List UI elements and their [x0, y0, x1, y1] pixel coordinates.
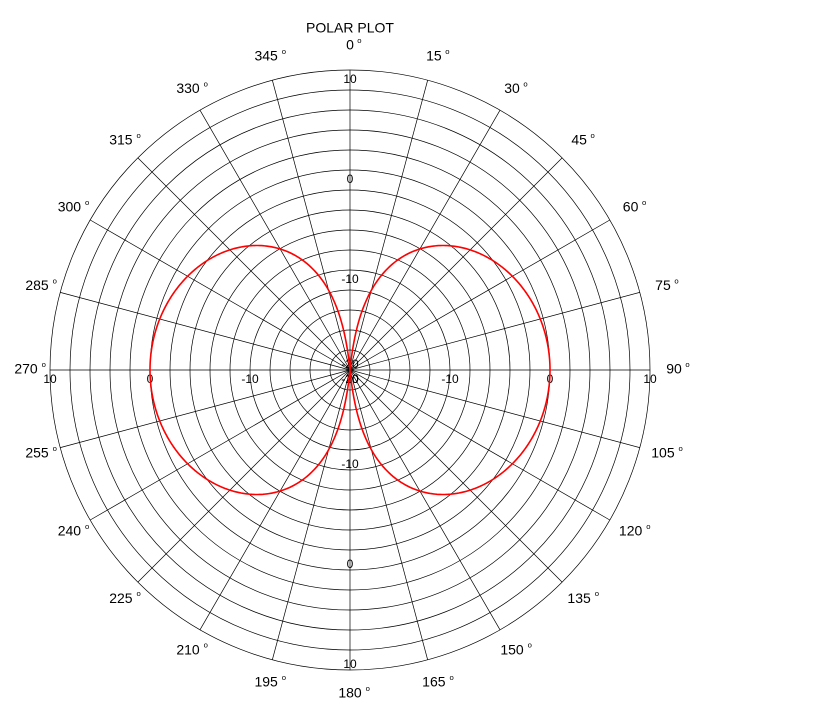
svg-text:o: o: [204, 641, 208, 650]
svg-text:120: 120: [619, 523, 643, 539]
svg-text:o: o: [42, 360, 46, 369]
svg-text:o: o: [85, 522, 89, 531]
svg-text:o: o: [595, 589, 599, 598]
radial-tick-label: -10: [341, 457, 359, 471]
svg-text:105: 105: [651, 445, 675, 461]
radial-tick-label: -10: [441, 372, 459, 386]
svg-text:o: o: [445, 47, 449, 56]
svg-text:330: 330: [176, 80, 200, 96]
svg-text:o: o: [679, 444, 683, 453]
radial-tick-label: 10: [343, 72, 357, 86]
svg-text:255: 255: [25, 445, 49, 461]
svg-text:300: 300: [58, 199, 82, 215]
svg-text:o: o: [591, 131, 595, 140]
radial-tick-label: 10: [343, 657, 357, 671]
svg-text:o: o: [685, 360, 689, 369]
svg-text:315: 315: [109, 132, 133, 148]
svg-text:90: 90: [666, 361, 682, 377]
svg-text:o: o: [449, 673, 453, 682]
svg-text:240: 240: [58, 523, 82, 539]
radial-tick-label: 0: [347, 557, 354, 571]
svg-text:225: 225: [109, 590, 133, 606]
chart-title: POLAR PLOT: [306, 19, 394, 35]
svg-text:o: o: [53, 444, 57, 453]
svg-text:135: 135: [567, 590, 591, 606]
svg-text:o: o: [642, 198, 646, 207]
svg-text:o: o: [523, 80, 527, 89]
svg-text:o: o: [53, 276, 57, 285]
svg-text:150: 150: [500, 641, 524, 657]
svg-text:0: 0: [346, 37, 354, 53]
svg-text:180: 180: [338, 685, 362, 701]
radial-tick-label: 0: [347, 172, 354, 186]
svg-text:o: o: [528, 641, 532, 650]
svg-text:270: 270: [14, 361, 38, 377]
radial-tick-label: -10: [241, 372, 259, 386]
svg-text:o: o: [366, 684, 370, 693]
svg-text:o: o: [282, 47, 286, 56]
svg-text:285: 285: [25, 277, 49, 293]
svg-text:165: 165: [422, 674, 446, 690]
svg-text:15: 15: [426, 48, 442, 64]
svg-text:o: o: [674, 276, 678, 285]
svg-text:o: o: [646, 522, 650, 531]
svg-text:30: 30: [504, 80, 520, 96]
polar-plot: 0o15o30o45o60o75o90o105o120o135o150o165o…: [0, 0, 840, 707]
svg-text:o: o: [136, 589, 140, 598]
svg-text:o: o: [282, 673, 286, 682]
svg-text:o: o: [357, 36, 361, 45]
svg-text:75: 75: [655, 277, 671, 293]
svg-text:45: 45: [571, 132, 587, 148]
svg-text:o: o: [204, 80, 208, 89]
radial-tick-label: 10: [43, 372, 57, 386]
radial-tick-label: 10: [643, 372, 657, 386]
svg-text:345: 345: [254, 48, 278, 64]
svg-text:o: o: [136, 131, 140, 140]
polar-plot-container: 0o15o30o45o60o75o90o105o120o135o150o165o…: [0, 0, 840, 707]
svg-text:210: 210: [176, 641, 200, 657]
svg-text:o: o: [85, 198, 89, 207]
svg-text:195: 195: [254, 674, 278, 690]
svg-text:60: 60: [623, 199, 639, 215]
radial-tick-label: -10: [341, 272, 359, 286]
